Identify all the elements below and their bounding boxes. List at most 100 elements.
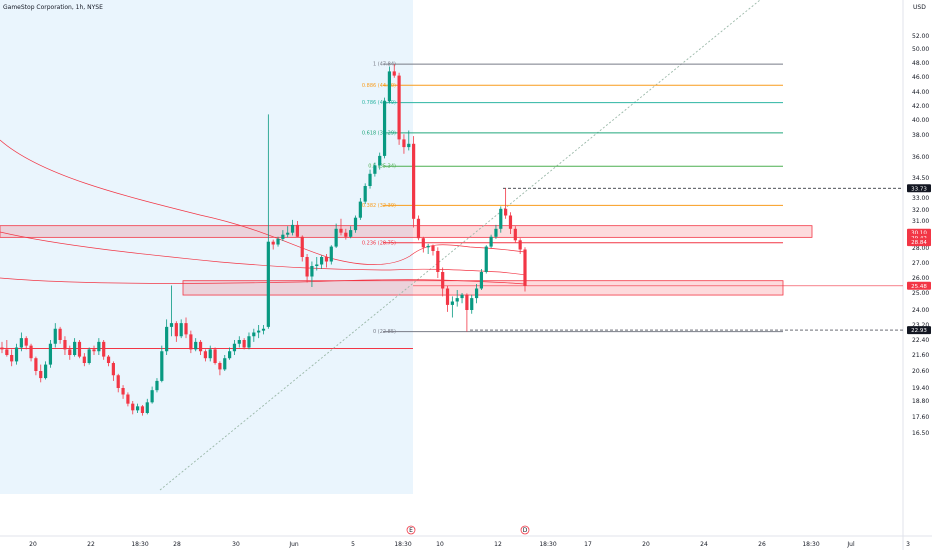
candle-body xyxy=(48,343,53,365)
x-tick-label: 10 xyxy=(436,541,444,548)
candle-body xyxy=(242,340,246,348)
price-tag xyxy=(907,326,931,335)
candle-body xyxy=(223,358,227,370)
candle-body xyxy=(252,332,256,337)
x-tick-label: 20 xyxy=(29,541,37,548)
x-tick-label: Jun xyxy=(288,541,299,548)
candle-body xyxy=(276,238,280,245)
x-tick-label: 24 xyxy=(700,541,708,548)
fib-level-label: 0.786 (42.49) xyxy=(362,100,396,106)
y-tick-label: 17.60 xyxy=(912,414,929,421)
currency-label: USD xyxy=(913,4,926,11)
candle-body xyxy=(484,246,488,272)
candle-body xyxy=(58,328,62,340)
candle-body xyxy=(286,232,290,235)
x-tick-label: 18:30 xyxy=(131,541,148,548)
candle-body xyxy=(320,257,324,265)
trend-line xyxy=(159,0,761,491)
candle-body xyxy=(116,375,120,388)
candle-body xyxy=(281,234,285,239)
candle-body xyxy=(305,257,309,277)
y-tick-label: 16.50 xyxy=(912,430,929,437)
candle-body xyxy=(198,341,203,352)
candle-body xyxy=(213,349,217,363)
y-tick-label: 44.00 xyxy=(912,89,929,96)
candle-body xyxy=(189,334,193,350)
candle-body xyxy=(0,347,4,350)
candle-body xyxy=(140,406,145,413)
y-tick-label: 48.00 xyxy=(912,60,929,67)
x-tick-label: 28 xyxy=(173,541,181,548)
x-tick-label: 30 xyxy=(232,541,240,548)
candle-body xyxy=(412,143,416,219)
y-tick-label: 21.60 xyxy=(912,352,929,359)
candle-body xyxy=(349,230,353,237)
y-tick-label: 50.00 xyxy=(912,46,929,53)
candle-body xyxy=(324,257,329,262)
candle-body xyxy=(378,155,382,166)
candle-body xyxy=(329,246,333,262)
candle-body xyxy=(474,288,479,299)
event-marker[interactable] xyxy=(406,525,416,535)
fib-level-label: 0.236 (28.75) xyxy=(362,240,396,246)
y-tick-label: 33.00 xyxy=(912,195,929,202)
x-tick-label: 22 xyxy=(87,541,95,548)
candle-body xyxy=(5,349,9,355)
candle-body xyxy=(257,330,261,333)
y-tick-label: 34.50 xyxy=(912,175,929,182)
candle-body xyxy=(407,143,411,148)
candle-body xyxy=(131,403,135,411)
candle-body xyxy=(470,298,474,310)
y-tick-label: 20.60 xyxy=(912,368,929,375)
price-tag xyxy=(907,184,931,193)
candle-body xyxy=(295,224,299,237)
y-tick-label: 25.00 xyxy=(912,290,929,297)
candle-body xyxy=(135,406,140,411)
candle-body xyxy=(426,245,430,248)
candle-body xyxy=(344,232,348,237)
candle-body xyxy=(82,356,86,363)
candle-body xyxy=(339,228,343,233)
x-tick-label: 18:30 xyxy=(394,541,411,548)
candle-body xyxy=(218,363,222,370)
candle-body xyxy=(87,349,91,363)
candle-body xyxy=(465,294,469,310)
event-marker[interactable] xyxy=(520,525,530,535)
x-tick-label: 17 xyxy=(584,541,592,548)
candle-body xyxy=(513,228,517,241)
price-tag-label: 30.10 xyxy=(911,231,927,237)
candle-body xyxy=(63,340,67,350)
candle-body xyxy=(145,402,149,413)
candle-body xyxy=(73,341,77,355)
date-range-highlight xyxy=(0,0,413,494)
fib-level-label: 1 (47.84) xyxy=(373,62,396,68)
candle-body xyxy=(421,238,425,248)
candle-body xyxy=(10,355,14,362)
candle-body xyxy=(184,323,188,335)
candle-body xyxy=(402,139,406,148)
y-tick-label: 40.00 xyxy=(912,117,929,124)
y-tick-label: 24.00 xyxy=(912,307,929,314)
price-tag-label: 33.73 xyxy=(911,186,927,192)
candle-body xyxy=(179,323,183,337)
y-tick-label: 26.00 xyxy=(912,275,929,282)
candle-body xyxy=(203,351,207,359)
candle-body xyxy=(436,251,440,272)
candle-body xyxy=(431,245,435,251)
candle-body xyxy=(315,264,319,266)
candle-body xyxy=(29,345,33,359)
y-tick-label: 22.40 xyxy=(912,337,929,344)
price-tag-label: 28.84 xyxy=(911,240,927,246)
candle-body xyxy=(39,371,43,379)
candle-body xyxy=(34,358,38,371)
candle-body xyxy=(441,272,445,289)
candle-body xyxy=(397,75,401,140)
event-marker-label: E xyxy=(409,527,413,534)
candle-body xyxy=(232,343,237,352)
candle-body xyxy=(494,228,498,237)
candle-body xyxy=(368,173,372,186)
candle-body xyxy=(300,236,304,257)
